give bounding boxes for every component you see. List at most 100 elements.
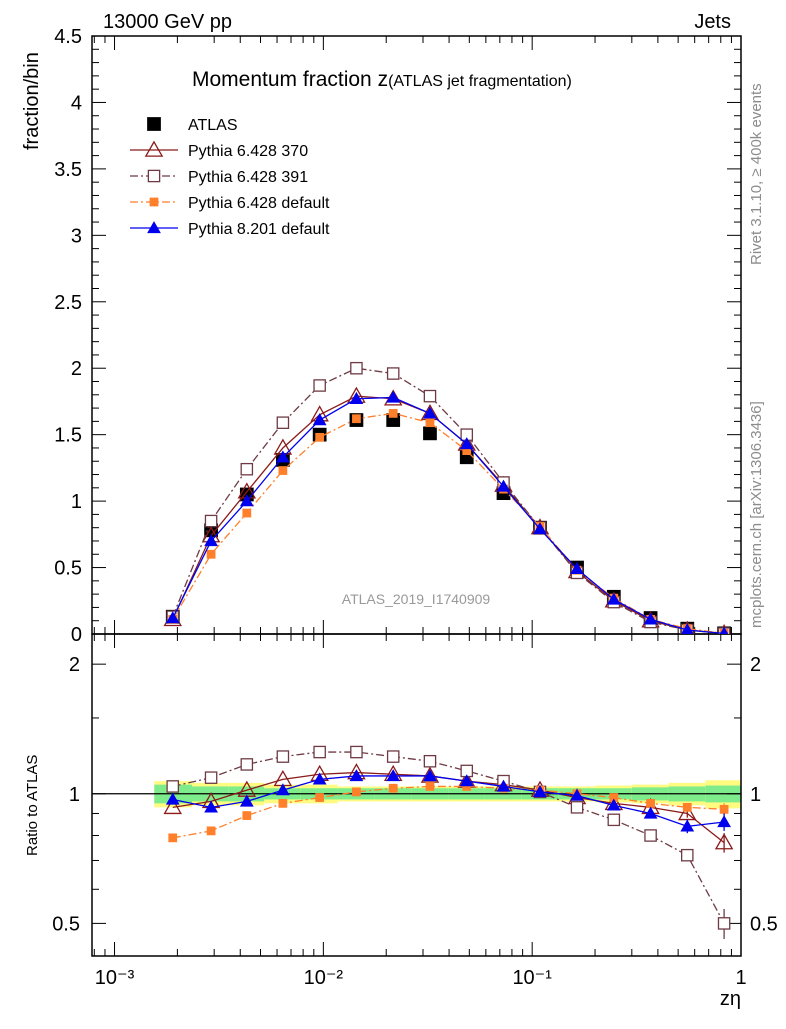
axis-ticks: 10⁻³ 10⁻² 10⁻¹ 1 0 0.5 1 1.5 2 2.5 3 3.5 4 4.5 0.5 0.5 1… — [52, 26, 778, 989]
ratio-panel-frame — [91, 633, 742, 957]
legend-marker — [149, 197, 159, 207]
y-tick-label-ratio-right: 0.5 — [750, 913, 778, 935]
ratio-y-axis-label: Ratio to ATLAS — [24, 755, 41, 856]
ratio-point — [681, 848, 694, 862]
data-point — [719, 626, 729, 634]
legend-label: Pythia 6.428 default — [188, 195, 330, 212]
y-tick-label-main: 2 — [71, 358, 82, 380]
ratio-point — [204, 771, 218, 784]
data-point — [276, 416, 290, 429]
data-point — [681, 623, 694, 634]
y-tick-label-main: 2.5 — [54, 292, 82, 314]
ratio-point — [644, 829, 657, 842]
legend-entry: Pythia 6.428 370 — [130, 140, 308, 160]
ratio-point — [312, 772, 327, 785]
x-tick-label: 10⁻² — [304, 967, 344, 989]
ratio-point — [313, 745, 326, 759]
ratio-point — [386, 750, 400, 763]
chart-title-sub: (ATLAS jet fragmentation) — [388, 73, 572, 90]
y-tick-label-main: 3 — [71, 225, 82, 247]
legend-marker — [147, 117, 161, 131]
legend-label: Pythia 8.201 default — [188, 221, 330, 238]
data-point — [204, 534, 218, 547]
legend-label: Pythia 6.428 391 — [188, 169, 308, 186]
ratio-point — [165, 792, 180, 805]
ratio-point — [420, 766, 440, 783]
ratio-point — [166, 780, 180, 793]
series-line — [172, 785, 725, 839]
data-point — [165, 611, 180, 624]
ratio-point — [386, 769, 401, 782]
main-series-layer — [163, 361, 731, 634]
data-point — [276, 450, 290, 463]
ratio-point — [643, 806, 658, 819]
data-point — [388, 409, 398, 418]
data-point — [643, 612, 658, 625]
data-point — [386, 390, 401, 403]
ratio-point — [609, 793, 619, 802]
ratio-point — [570, 801, 584, 814]
ratio-series-pythia-8-201-default — [165, 769, 731, 834]
x-tick-label: 10⁻³ — [95, 967, 135, 989]
data-point — [496, 479, 511, 492]
ratio-series-pythia-6-428-391 — [166, 745, 731, 939]
ratio-point — [239, 794, 254, 807]
y-tick-label-ratio: 2 — [69, 654, 80, 676]
ratio-point — [423, 754, 437, 768]
ratio-point — [349, 769, 364, 782]
ratio-point — [276, 783, 290, 796]
data-point — [425, 418, 435, 428]
ratio-point — [425, 782, 435, 791]
chart-title-main: Momentum fraction z — [192, 68, 388, 91]
ratio-point — [462, 782, 472, 791]
ratio-point — [533, 785, 547, 798]
data-point — [423, 426, 437, 441]
ratio-point — [719, 804, 729, 814]
legend-entry: Pythia 8.201 default — [130, 221, 330, 238]
y-tick-label-ratio: 1 — [69, 784, 80, 806]
y-tick-label-ratio: 0.5 — [52, 913, 80, 935]
ratio-point — [206, 826, 216, 836]
data-point — [349, 391, 364, 404]
x-tick-label: 10⁻¹ — [512, 967, 552, 989]
legend-label: Pythia 6.428 370 — [188, 143, 308, 160]
data-point — [239, 494, 254, 507]
ratio-point — [717, 815, 731, 828]
ratio-point — [606, 798, 621, 811]
main-y-axis-label: fraction/bin — [21, 52, 43, 150]
legend-marker — [144, 140, 164, 157]
legend-label: ATLAS — [188, 117, 238, 134]
ratio-point — [168, 833, 178, 843]
ratio-point — [682, 802, 692, 812]
y-tick-label-ratio-right: 1 — [750, 784, 761, 806]
data-point — [423, 406, 437, 419]
ratio-point — [315, 793, 325, 802]
ratio-point — [570, 788, 584, 801]
ratio-point — [163, 797, 182, 815]
legend-entry: Pythia 6.428 default — [130, 195, 330, 212]
legend-marker — [147, 169, 161, 183]
data-point — [606, 592, 621, 605]
legend: ATLAS Pythia 6.428 370 Pythia 6.428 391 Pyt… — [130, 117, 330, 238]
data-point — [313, 379, 326, 392]
data-point — [459, 437, 474, 450]
ratio-point — [714, 833, 734, 850]
ratio-point — [278, 798, 288, 808]
ratio-point — [352, 787, 361, 797]
ratio-point — [204, 800, 218, 813]
data-point — [206, 549, 216, 559]
y-tick-label-ratio-right: 2 — [750, 654, 761, 676]
side-label-rivet: Rivet 3.1.10, ≥ 400k events — [748, 83, 765, 265]
data-point — [315, 432, 325, 442]
ratio-point — [240, 758, 254, 771]
ratio-point — [459, 774, 474, 787]
ratio-series-layer — [163, 745, 734, 939]
legend-entry: Pythia 6.428 391 — [130, 169, 308, 186]
ratio-point — [350, 745, 363, 759]
analysis-watermark: ATLAS_2019_I1740909 — [342, 591, 491, 607]
x-axis-label: zη — [720, 988, 741, 1010]
ratio-point — [607, 813, 621, 827]
y-tick-label-main: 0 — [71, 624, 82, 646]
